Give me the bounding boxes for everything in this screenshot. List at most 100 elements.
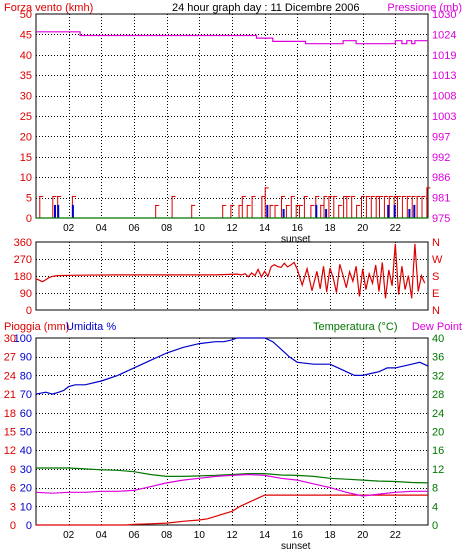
temperature-y2-tick-label: 24 <box>432 408 444 420</box>
gust-bar <box>266 204 269 218</box>
temperature-y2-tick-label: 0 <box>432 520 438 532</box>
pressure-axis-title: Pressione (mb) <box>387 2 462 14</box>
rain-y-tick-label: 6 <box>10 483 16 495</box>
humidity-x-tick-label: 16 <box>292 530 304 541</box>
wind-pressure-panel: 0 5 10 15 20 25 30 35 40 45 50 975 981 986 992 997 1003 1… <box>20 9 457 245</box>
wind-bar <box>281 196 282 218</box>
gust-bar <box>393 204 396 218</box>
wind-x-tick-label: 08 <box>161 223 173 234</box>
rain-y-tick-label: 18 <box>4 408 16 420</box>
humidity-y-tick-label: 80 <box>20 370 32 382</box>
wind-sunset-label: sunset <box>281 234 311 245</box>
wind-y-tick-label: 50 <box>20 9 32 21</box>
wind-y-tick-label: 20 <box>20 131 32 143</box>
pressure-y2-tick-label: 997 <box>432 131 450 143</box>
direction-y-tick-label: 360 <box>14 237 32 249</box>
wind-bar <box>383 196 385 218</box>
humidity-x-tick-label: 22 <box>390 530 402 541</box>
compass-y2-tick-label: N <box>432 305 440 317</box>
wind-x-tick-label: 18 <box>324 223 336 234</box>
rain-y-tick-label: 15 <box>4 427 16 439</box>
humidity-x-tick-label: 14 <box>259 530 271 541</box>
rain-line <box>36 494 428 526</box>
humidity-x-tick-label: 06 <box>128 530 140 541</box>
wind-x-tick-label: 20 <box>357 223 369 234</box>
wind-bar <box>264 187 266 218</box>
wind-x-tick-label: 12 <box>226 223 238 234</box>
wind-bar <box>323 196 325 218</box>
temperature-line <box>36 467 429 484</box>
wind-x-tick-label: 22 <box>390 223 402 234</box>
pressure-y2-tick-label: 975 <box>432 213 450 225</box>
wind-bar <box>285 204 287 218</box>
wind-bar <box>361 196 362 218</box>
wind-bar <box>222 204 224 218</box>
wind-bar <box>320 204 322 218</box>
rain-y-tick-label: 12 <box>4 445 16 457</box>
wind-bar <box>333 196 335 218</box>
wind-axis-title: Forza vento (kmh) <box>4 2 93 14</box>
pressure-y2-tick-label: 981 <box>432 193 450 205</box>
wind-bar <box>261 196 263 218</box>
wind-bar <box>421 196 423 218</box>
temperature-y2-tick-label: 16 <box>432 445 444 457</box>
wind-bar <box>303 196 305 218</box>
wind-bar <box>246 204 248 218</box>
humidity-y-tick-label: 10 <box>20 501 32 513</box>
wind-bar <box>290 196 292 218</box>
wind-y-tick-label: 0 <box>26 213 32 225</box>
temperature-y2-tick-label: 28 <box>432 389 444 401</box>
direction-y-tick-label: 270 <box>14 254 32 266</box>
pressure-y2-tick-label: 1030 <box>432 9 456 21</box>
humidity-y-tick-label: 90 <box>20 352 32 364</box>
rain-y-tick-label: 9 <box>10 464 16 476</box>
rain-y-tick-label: 21 <box>4 389 16 401</box>
wind-bar <box>251 196 253 218</box>
humidity-x-tick-label: 18 <box>324 530 336 541</box>
pressure-y2-tick-label: 1019 <box>432 50 456 62</box>
humidity-y-tick-label: 20 <box>20 483 32 495</box>
gust-bar <box>408 209 411 218</box>
chart-title: 24 hour graph day : 11 Dicembre 2006 <box>172 2 360 14</box>
wind-bar <box>426 187 428 218</box>
temperature-axis-title: Temperatura (°C) <box>313 321 397 333</box>
wind-x-tick-label: 14 <box>259 223 271 234</box>
humidity-y-tick-label: 0 <box>26 520 32 532</box>
rain-y-tick-label: 24 <box>4 370 16 382</box>
humidity-y-tick-label: 70 <box>20 389 32 401</box>
temperature-y2-tick-label: 12 <box>432 464 444 476</box>
temperature-y2-tick-label: 40 <box>432 333 444 345</box>
humidity-x-tick-label: 10 <box>194 530 206 541</box>
wind-y-tick-label: 5 <box>26 193 32 205</box>
pressure-y2-tick-label: 1013 <box>432 70 456 82</box>
wind-y-tick-label: 10 <box>20 172 32 184</box>
humidity-y-tick-label: 100 <box>14 333 32 345</box>
wind-bar <box>52 196 54 218</box>
pressure-y2-tick-label: 992 <box>432 152 450 164</box>
humidity-x-tick-label: 02 <box>63 530 75 541</box>
gust-bar <box>282 209 285 218</box>
wind-bar <box>338 204 340 218</box>
wind-bar <box>401 196 403 218</box>
wind-bar <box>370 196 372 218</box>
gust-bar <box>413 204 416 218</box>
wind-bar <box>191 204 193 218</box>
wind-bar <box>241 196 243 218</box>
direction-y-tick-label: 180 <box>14 271 32 283</box>
humidity-x-tick-label: 08 <box>161 530 173 541</box>
pressure-y2-tick-label: 986 <box>432 172 450 184</box>
humidity-temperature-panel: 0102030405060708090100036912151821242730… <box>4 333 445 552</box>
direction-y-tick-label: 0 <box>26 305 32 317</box>
humidity-line <box>35 337 429 395</box>
humidity-y-tick-label: 40 <box>20 445 32 457</box>
wind-bar <box>351 196 353 218</box>
rain-y-tick-label: 3 <box>10 501 16 513</box>
temperature-y2-tick-label: 20 <box>432 427 444 439</box>
wind-bar <box>411 196 413 218</box>
humidity-x-tick-label: 12 <box>226 530 238 541</box>
gust-bar <box>57 204 60 218</box>
compass-y2-tick-label: W <box>432 254 443 266</box>
wind-bar <box>171 196 173 218</box>
